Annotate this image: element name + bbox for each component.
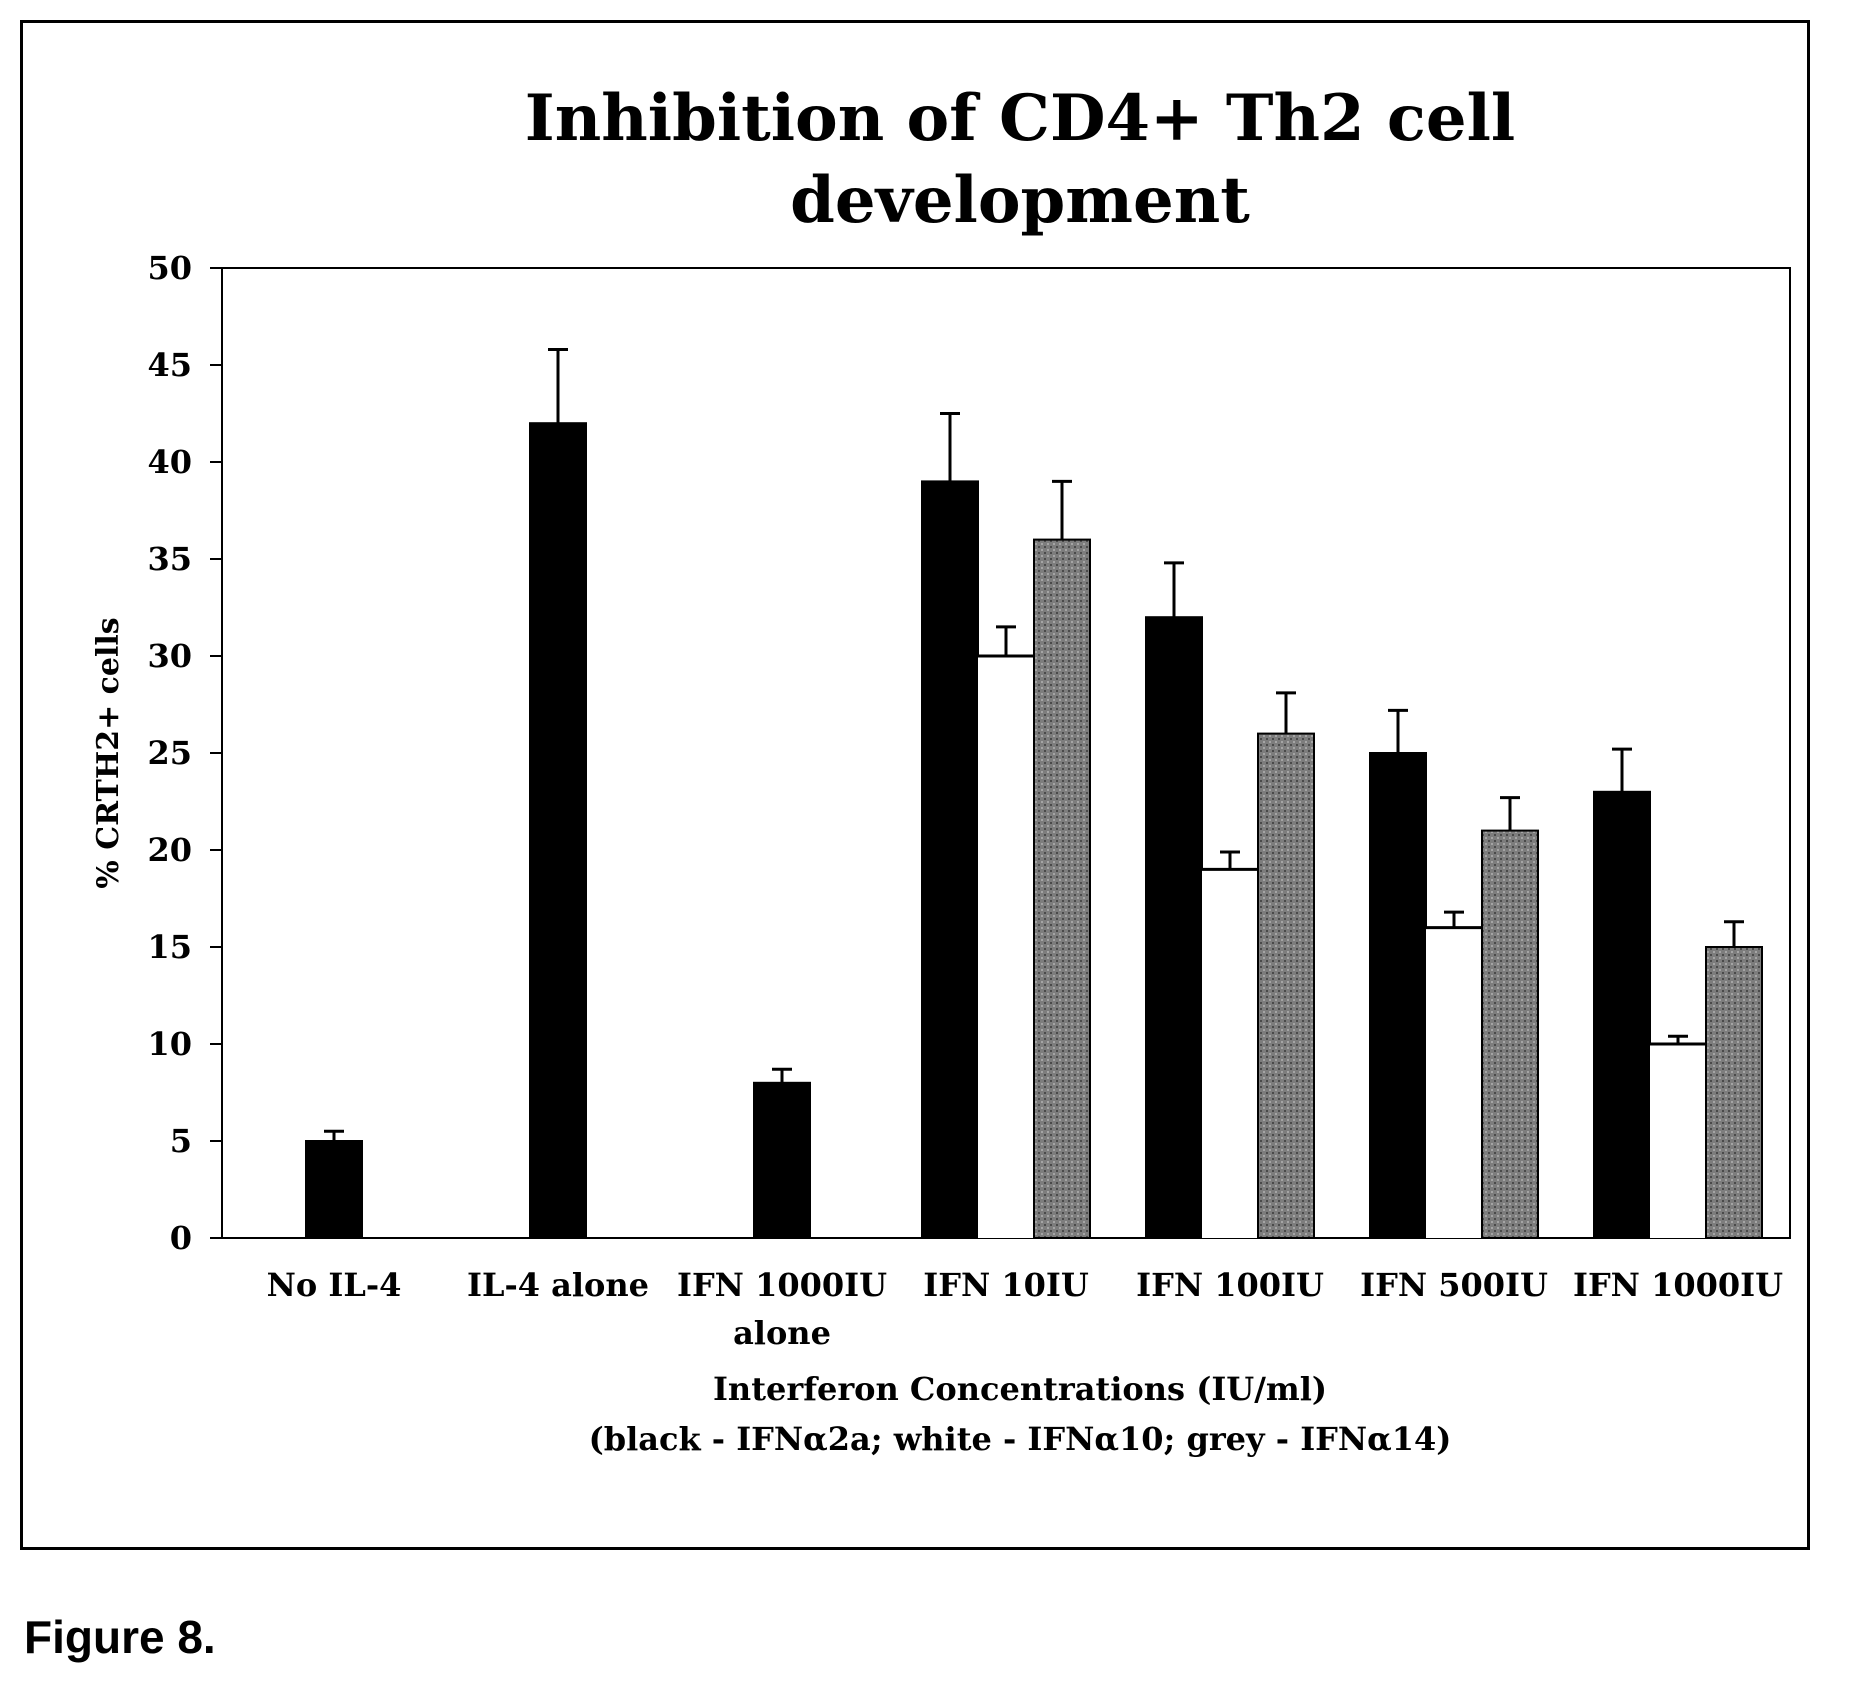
bar-black — [529, 422, 587, 1239]
figure-caption: Figure 8. — [24, 1611, 216, 1663]
y-tick-label: 25 — [147, 734, 192, 772]
bar-black — [1369, 752, 1427, 1239]
y-tick-label: 40 — [147, 443, 192, 481]
x-category-label: IFN 100IU — [1136, 1266, 1324, 1304]
bar-grey — [1481, 829, 1539, 1239]
bar-black — [1145, 616, 1203, 1239]
x-axis-label: Interferon Concentrations (IU/ml) — [713, 1370, 1327, 1408]
bar-grey — [1705, 946, 1763, 1239]
y-axis-label: % CRTH2+ cells — [91, 617, 126, 888]
bar-black — [753, 1081, 811, 1240]
x-category-label: alone — [733, 1314, 831, 1352]
y-tick-label: 15 — [147, 928, 192, 966]
y-tick-label: 0 — [170, 1219, 192, 1257]
y-tick-label: 20 — [147, 831, 192, 869]
bar-black — [305, 1140, 363, 1239]
y-tick-label: 30 — [147, 637, 192, 675]
chart-title: Inhibition of CD4+ Th2 cell — [525, 81, 1515, 156]
bar-black — [1593, 790, 1651, 1239]
chart-title: development — [790, 163, 1250, 238]
x-category-label: IL-4 alone — [467, 1266, 649, 1304]
bar-grey — [1257, 732, 1315, 1239]
bar-white — [1426, 927, 1482, 1238]
x-category-label: IFN 10IU — [923, 1266, 1089, 1304]
bar-white — [978, 656, 1034, 1238]
bar-white — [1202, 869, 1258, 1238]
y-tick-label: 5 — [170, 1122, 192, 1160]
bar-black — [921, 480, 979, 1239]
bar-white — [1650, 1044, 1706, 1238]
y-tick-label: 35 — [147, 540, 192, 578]
chart-frame — [20, 20, 1810, 1550]
y-tick-label: 45 — [147, 346, 192, 384]
legend-note: (black - IFNα2a; white - IFNα10; grey - … — [589, 1420, 1452, 1458]
x-category-label: IFN 500IU — [1360, 1266, 1548, 1304]
y-tick-label: 50 — [147, 249, 192, 287]
x-category-label: IFN 1000IU — [1573, 1266, 1783, 1304]
bar-grey — [1033, 538, 1091, 1239]
x-category-label: IFN 1000IU — [677, 1266, 887, 1304]
x-category-label: No IL-4 — [267, 1266, 402, 1304]
y-tick-label: 10 — [147, 1025, 192, 1063]
